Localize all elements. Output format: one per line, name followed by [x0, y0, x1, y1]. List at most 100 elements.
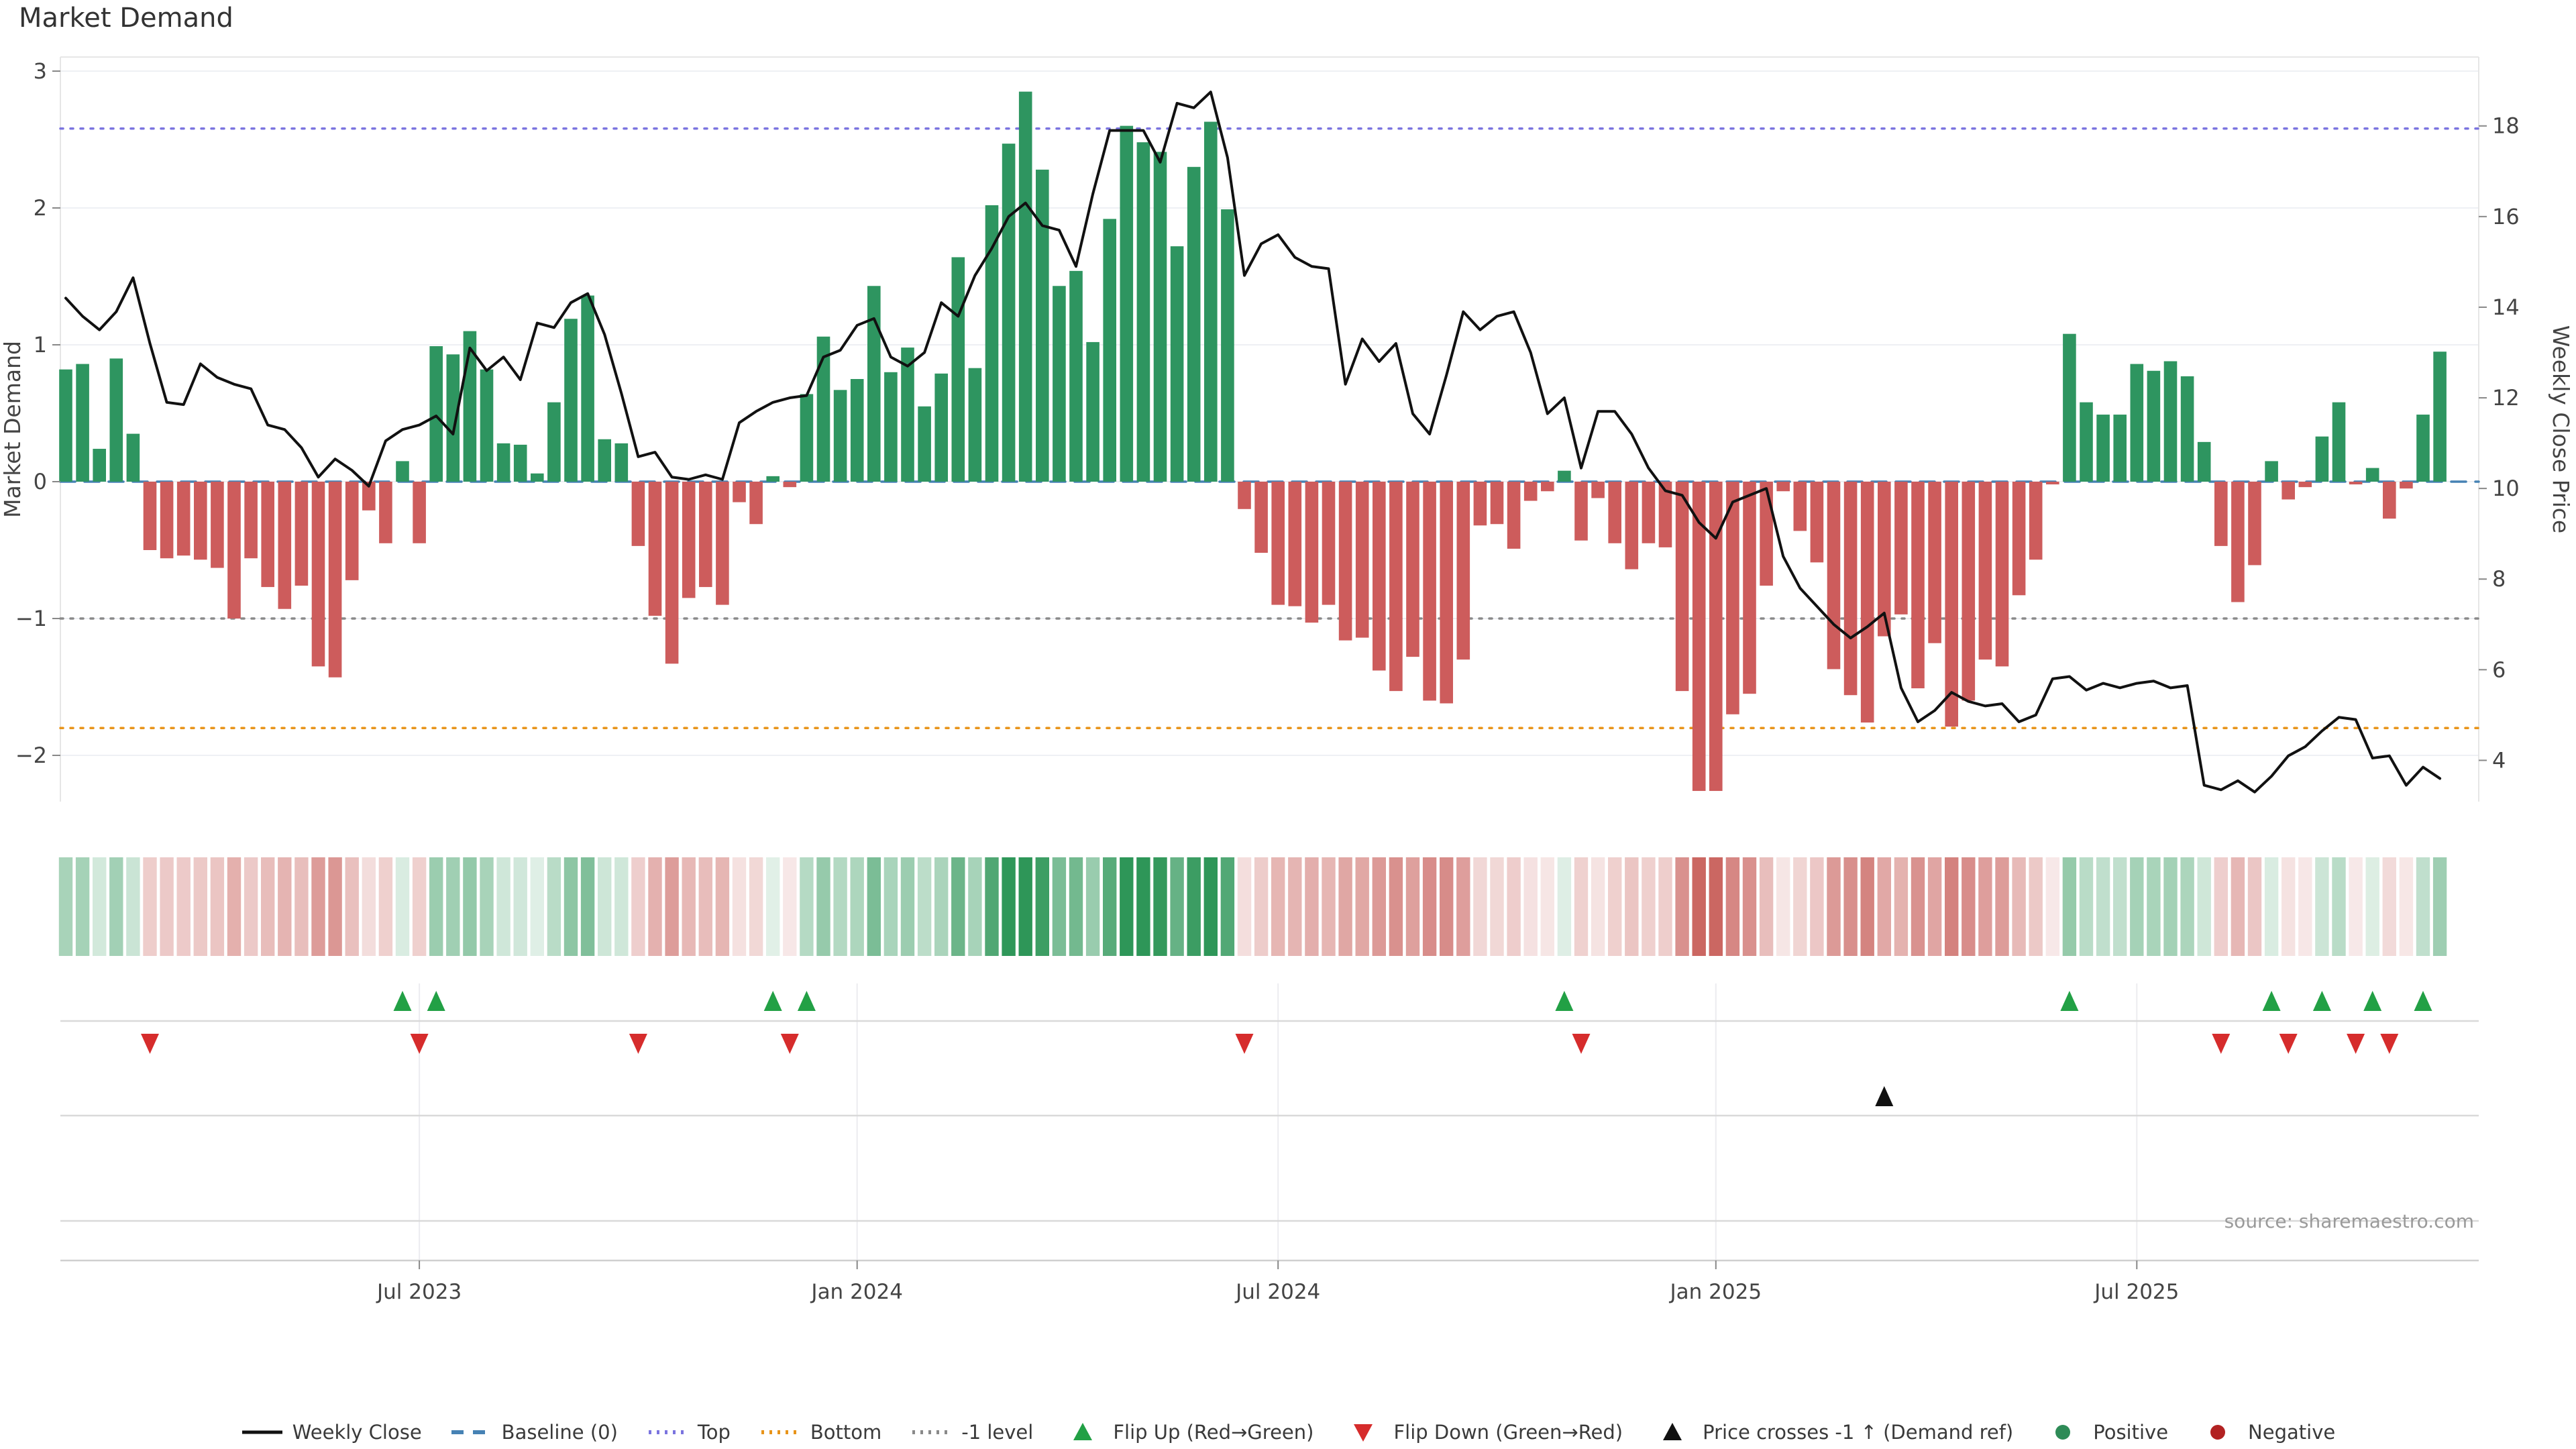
flip-up-marker: [763, 991, 782, 1011]
demand-bar: [1254, 482, 1268, 553]
demand-bar: [1322, 482, 1336, 605]
heatmap-cell: [547, 857, 561, 956]
heatmap-cell: [109, 857, 123, 956]
heatmap-cell: [580, 857, 595, 956]
flip-down-marker: [1235, 1034, 1254, 1054]
heatmap-cell: [648, 857, 662, 956]
legend-item-positive: Positive: [2041, 1421, 2168, 1444]
demand-bar: [1709, 482, 1723, 792]
legend-label-1-level: -1 level: [961, 1421, 1034, 1444]
heatmap-cell: [446, 857, 460, 956]
right-tick-label: 10: [2492, 476, 2520, 501]
legend-swatch-circle-icon: [2210, 1425, 2226, 1440]
heatmap-cell: [126, 857, 140, 956]
demand-bar: [294, 482, 309, 586]
demand-bar: [2214, 482, 2228, 546]
heatmap-cell: [1540, 857, 1554, 956]
heatmap-cell: [2382, 857, 2396, 956]
heatmap-cell: [2029, 857, 2043, 956]
demand-bar: [2012, 482, 2026, 596]
heatmap-cell: [682, 857, 696, 956]
heatmap-cell: [2130, 857, 2144, 956]
heatmap-cell: [1927, 857, 1942, 956]
demand-bar: [733, 482, 746, 502]
demand-bar: [547, 402, 561, 482]
flip-down-marker: [2380, 1034, 2399, 1054]
demand-bar: [1305, 482, 1319, 623]
weekly-close-line: [64, 91, 2442, 794]
heatmap-cell: [833, 857, 847, 956]
heatmap-cell: [1675, 857, 1689, 956]
demand-bar: [1221, 209, 1234, 482]
demand-bar: [1995, 482, 2009, 667]
heatmap-cell: [1877, 857, 1891, 956]
legend-label-flip-down-green-red: Flip Down (Green→Red): [1393, 1421, 1623, 1444]
demand-bar: [2282, 482, 2295, 500]
demand-bar: [362, 482, 376, 511]
demand-bar: [1523, 482, 1538, 501]
demand-bar: [59, 369, 72, 482]
demand-bar: [918, 406, 931, 482]
demand-bar: [1136, 142, 1150, 482]
demand-bar: [631, 482, 645, 546]
heatmap-cell: [227, 857, 241, 956]
heatmap-cell: [1103, 857, 1117, 956]
demand-bar: [2063, 333, 2076, 482]
heatmap-cell: [2045, 857, 2059, 956]
page-title: Market Demand: [19, 3, 233, 34]
demand-bar: [766, 476, 780, 482]
heatmap-cell: [968, 857, 982, 956]
heatmap-cell: [2349, 857, 2363, 956]
heatmap-cell: [160, 857, 174, 956]
demand-bar: [2248, 482, 2261, 566]
heatmap-cell: [1776, 857, 1790, 956]
right-tick-label: 12: [2492, 385, 2520, 411]
heatmap-cell: [2079, 857, 2094, 956]
demand-bar: [2113, 415, 2127, 482]
legend-swatch-circle-icon: [2055, 1425, 2071, 1440]
demand-bar: [1558, 470, 1571, 482]
heatmap-cell: [2163, 857, 2178, 956]
demand-bar: [1187, 166, 1201, 482]
demand-bar: [800, 394, 814, 482]
heatmap-cell: [1203, 857, 1218, 956]
heatmap-cell: [1254, 857, 1269, 956]
demand-bar: [1069, 270, 1083, 482]
heatmap-cell: [783, 857, 797, 956]
demand-bar: [2315, 436, 2329, 482]
heatmap-cell: [362, 857, 376, 956]
heatmap-cell: [1658, 857, 1672, 956]
heatmap-cell: [1456, 857, 1470, 956]
heatmap-cell: [917, 857, 932, 956]
demand-bar: [109, 358, 123, 482]
demand-bar: [160, 482, 174, 559]
legend: Weekly Close Baseline (0) Top Bottom -1 leve…: [0, 1421, 2576, 1444]
heatmap-cell: [816, 857, 830, 956]
right-axis-title: Weekly Close Price: [2548, 325, 2574, 534]
demand-bar: [1945, 482, 1958, 727]
flip-up-marker: [2060, 991, 2079, 1011]
source-credit: source: sharemaestro.com: [2224, 1210, 2474, 1232]
legend-swatch-triangle-up-icon: [1663, 1423, 1682, 1440]
legend-item-baseline-0: Baseline (0): [450, 1421, 618, 1444]
legend-item-price-crosses-1-demand-ref: Price crosses -1 ↑ (Demand ref): [1651, 1421, 2013, 1444]
heatmap-cell: [193, 857, 207, 956]
heatmap-cell: [1389, 857, 1403, 956]
demand-bar: [194, 482, 207, 560]
heatmap-cell: [429, 857, 443, 956]
demand-bar: [749, 482, 763, 525]
heatmap-cell: [1810, 857, 1824, 956]
demand-bar: [1591, 482, 1605, 498]
heatmap-cell: [1725, 857, 1740, 956]
heatmap-cell: [1962, 857, 1976, 956]
demand-bar: [1338, 482, 1352, 641]
heatmap-cell: [1608, 857, 1622, 956]
left-tick-label: 1: [34, 332, 47, 358]
legend-swatch-dotted-icon: [912, 1430, 951, 1434]
heatmap-cell: [1405, 857, 1420, 956]
legend-swatch-line-icon: [241, 1430, 282, 1434]
demand-bar: [446, 354, 460, 482]
heatmap-cell: [261, 857, 275, 956]
legend-swatch-dashed-icon: [451, 1430, 492, 1434]
